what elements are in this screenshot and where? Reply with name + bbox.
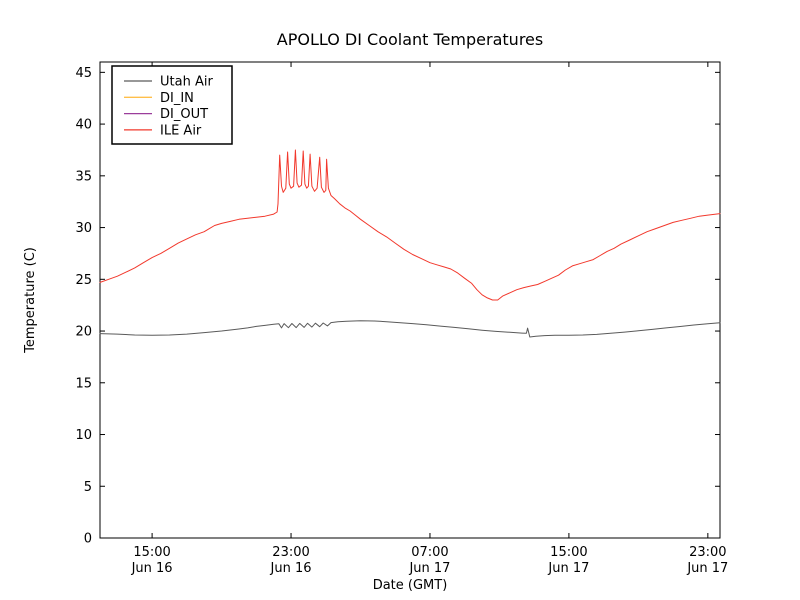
y-tick-label: 5: [84, 480, 92, 495]
legend-label: ILE Air: [160, 123, 202, 138]
legend-label: DI_OUT: [160, 107, 208, 122]
y-tick-label: 40: [75, 118, 92, 133]
x-tick-label-date: Jun 17: [686, 561, 728, 576]
y-tick-label: 15: [75, 376, 92, 391]
series-utah-air: [99, 320, 721, 338]
y-tick-label: 10: [75, 428, 92, 443]
x-tick-label-date: Jun 16: [270, 561, 312, 576]
y-axis-label: Temperature (C): [23, 247, 38, 354]
x-tick-label-date: Jun 17: [547, 561, 589, 576]
x-tick-label-time: 23:00: [272, 545, 309, 560]
y-tick-label: 0: [84, 532, 92, 547]
y-tick-label: 30: [75, 221, 92, 236]
y-tick-label: 20: [75, 325, 92, 340]
series-ile-air: [99, 149, 721, 301]
x-tick-label-date: Jun 17: [408, 561, 450, 576]
legend-label: Utah Air: [160, 75, 213, 90]
chart-title: APOLLO DI Coolant Temperatures: [277, 30, 543, 49]
legend-frame: [111, 65, 233, 145]
x-tick-label-date: Jun 16: [131, 561, 173, 576]
x-tick-label-time: 15:00: [550, 545, 587, 560]
x-tick-label-time: 07:00: [411, 545, 448, 560]
legend-label: DI_IN: [160, 91, 194, 106]
x-tick-label-time: 23:00: [689, 545, 726, 560]
axes-frame: [99, 61, 721, 539]
y-tick-label: 45: [75, 66, 92, 81]
x-tick-label-time: 15:00: [133, 545, 170, 560]
x-axis-label: Date (GMT): [373, 578, 448, 593]
y-tick-label: 35: [75, 169, 92, 184]
y-tick-label: 25: [75, 273, 92, 288]
